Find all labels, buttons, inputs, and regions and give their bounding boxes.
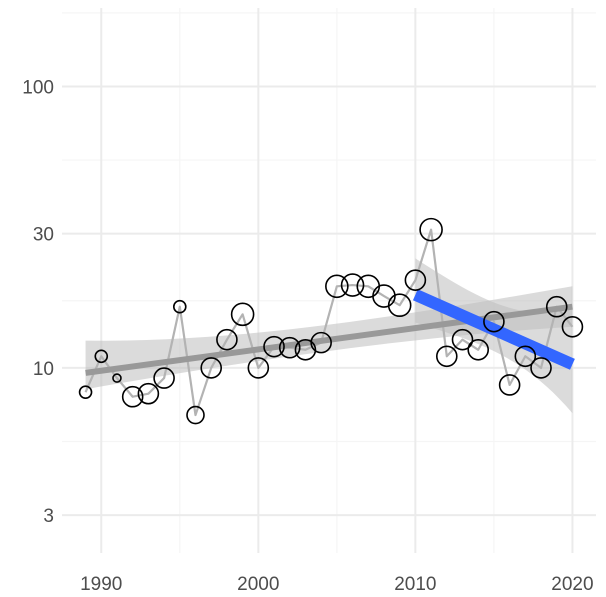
data-point: [530, 357, 552, 379]
y-tick-label: 100: [22, 77, 54, 98]
data-point: [186, 405, 205, 425]
data-point: [340, 273, 365, 297]
data-point: [483, 310, 505, 333]
x-tick-label: 1990: [80, 574, 122, 595]
y-tick-label: 10: [33, 359, 54, 380]
grid: [62, 8, 596, 553]
y-tick-label: 30: [33, 225, 54, 246]
data-point: [153, 367, 175, 389]
data-point: [247, 357, 270, 379]
x-tick-label: 2010: [394, 574, 436, 595]
tick-labels: 1990 2000 2010 2020 3 10 30 100: [22, 77, 593, 595]
data-point: [94, 349, 109, 364]
data-point: [278, 336, 301, 359]
data-point: [467, 338, 490, 361]
trend-lines: [85, 289, 575, 376]
data-point: [172, 299, 187, 314]
data-point: [325, 274, 349, 299]
trend-line-recent: [412, 289, 575, 370]
data-point: [310, 331, 332, 354]
data-point: [435, 345, 458, 368]
data-point: [230, 302, 255, 327]
data-point: [419, 217, 443, 242]
data-point: [387, 293, 412, 318]
data-point: [78, 385, 93, 399]
trend-line-all: [85, 303, 573, 376]
data-point: [545, 295, 568, 318]
data-point: [121, 385, 144, 408]
data-point: [263, 335, 285, 358]
data-point: [451, 328, 474, 351]
data-point: [404, 269, 427, 291]
x-tick-label: 2000: [237, 574, 279, 595]
data-point: [112, 373, 122, 383]
data-point: [294, 338, 317, 361]
y-tick-label: 3: [43, 506, 54, 527]
data-point: [561, 315, 584, 338]
x-tick-label: 2020: [551, 574, 593, 595]
data-point: [200, 357, 223, 379]
data-point: [514, 345, 537, 368]
data-point: [137, 382, 160, 405]
data-point: [216, 328, 238, 351]
data-points: [78, 217, 584, 425]
data-point: [498, 374, 521, 396]
